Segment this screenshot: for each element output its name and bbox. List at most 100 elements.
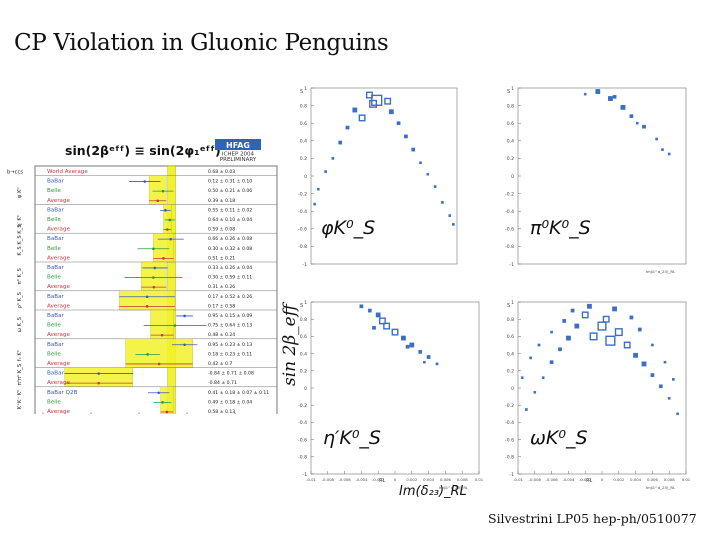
panel-x-tick-label: -0.01 [306, 477, 316, 482]
panel-x-tick-label: -0.008 [322, 477, 335, 482]
panel-y-tick-label: 0.6 [507, 121, 514, 127]
scatter-box [378, 317, 386, 325]
panel-y-tick-label: -0.2 [298, 403, 307, 409]
panel-x-corner-label: Im(δ^d_23)_RL [646, 485, 676, 490]
scatter-box [433, 185, 437, 188]
hfag-row-label: Average [47, 303, 71, 309]
panel-x-tick-label: 0 [394, 477, 397, 482]
hfag-row-value: 0.42 ± 0.7 [208, 361, 232, 367]
scatter-box [586, 303, 592, 309]
scatter-box [641, 361, 647, 367]
panel-x-tick-label: 0 [601, 477, 604, 482]
panel-y-tick-label: 0.8 [300, 103, 307, 109]
hfag-point [146, 353, 149, 356]
scatter-box [338, 140, 343, 145]
panel-x-tick-label: 0.006 [440, 477, 451, 482]
hfag-row-value: 0.66 ± 0.26 ± 0.08 [208, 236, 252, 242]
hfag-row-label: BaBar [47, 236, 65, 242]
scatter-box [605, 335, 616, 346]
panel-x-tick-label: -0.002 [579, 477, 592, 482]
hfag-row-value: 0.17 ± 0.58 [208, 303, 235, 309]
panel-y-tick-label: 0.6 [507, 334, 514, 340]
hfag-row-label: BaBar [47, 265, 65, 271]
scatter-box [383, 322, 391, 330]
hfag-row-value: 0.59 ± 0.08 [208, 227, 235, 233]
hfag-row-value: 0.95 ± 0.23 ± 0.13 [208, 342, 252, 348]
panel-y-corner-label: S [507, 303, 510, 309]
panel-y-tick-label: -0.8 [505, 244, 514, 250]
scatter-box [565, 335, 571, 341]
panel-pi0-ks: 1 0.8 0.6 0.4 0.2 0 -0.2 -0.4 -0.6 -0.8 -1 Im(δ^d_2… [505, 86, 687, 274]
panels-ylabel: sin 2β_eff [280, 301, 300, 386]
scatter-box [372, 325, 376, 330]
slide-footer: Silvestrini LP05 hep-ph/0510077 [488, 511, 697, 526]
scatter-box [562, 319, 567, 323]
hfag-group-label: η′ K⁰ [17, 215, 23, 227]
panel-y-tick-label: -0.4 [298, 420, 307, 426]
scatter-box [423, 360, 426, 364]
hfag-row-label: Average [47, 361, 71, 367]
scatter-box [384, 97, 392, 105]
panel-x-tick-label: -0.002 [372, 477, 385, 482]
hfag-point [157, 391, 160, 395]
panel-y-tick-label: 0.2 [300, 156, 307, 162]
hfag-point [160, 333, 164, 337]
panel-frame [310, 301, 480, 475]
panel-y-tick-label: 0 [304, 386, 307, 392]
panel-x-tick-label: 0.008 [664, 477, 675, 482]
scatter-box [614, 328, 623, 337]
scatter-box [525, 408, 528, 411]
panel-y-tick-label: -0.8 [298, 244, 307, 250]
panel-x-tick-label: 0.01 [475, 477, 484, 482]
scatter-box [405, 344, 410, 349]
slide-title: CP Violation in Gluonic Penguins [14, 30, 389, 56]
panel-x-tick-label: -0.004 [562, 477, 575, 482]
panel-x-tick-label: -0.006 [545, 477, 558, 482]
hfag-row-value: 0.17 ± 0.52 ± 0.26 [208, 294, 252, 300]
hfag-row-value: -0.84 ± 0.71 [208, 380, 237, 386]
scatter-box [313, 202, 316, 206]
hfag-row-value: 0.31 ± 0.26 [208, 284, 235, 290]
scatter-box [637, 327, 642, 332]
hfag-row-label: BaBar [47, 179, 65, 185]
hfag-row-value: 0.18 ± 0.23 ± 0.11 [208, 351, 252, 357]
panel-y-tick-label: -0.2 [505, 403, 514, 409]
hfag-plot-area: φ K⁰ η′ K⁰K_S K_S K_S π⁰ K_S ρ⁰ K_S ω K_S f₀ … [7, 165, 278, 414]
panel-y-tick-label: -1 [509, 262, 514, 268]
scatter-box [597, 321, 607, 331]
scatter-box [570, 308, 575, 313]
hfag-group-label: ρ⁰ K_S [17, 292, 23, 308]
panel-x-corner-label: Im(δ^d_23)_RL [439, 485, 469, 490]
scatter-box [672, 378, 675, 381]
hfag-point [162, 257, 165, 260]
scatter-box [359, 304, 364, 309]
scatter-box [345, 125, 350, 130]
scatter-box [375, 312, 381, 318]
scatter-box [411, 147, 416, 152]
scatter-box [651, 343, 654, 347]
hfag-row-label: Belle [47, 246, 61, 252]
hfag-row-value: 0.68 ± 0.03 [208, 169, 235, 175]
hfag-figure: sin(2βᵉᶠᶠ) ≡ sin(2φ₁ᵉᶠᶠ) HFAG ICHEP 2004… [5, 136, 281, 414]
panel-y-corner-label: S [300, 89, 303, 95]
panel-frame [517, 87, 687, 265]
scatter-box [583, 92, 587, 96]
hfag-row-value: 0.49 ± 0.18 ± 0.04 [208, 399, 252, 405]
scatter-box [541, 376, 545, 379]
scatter-box [331, 157, 335, 160]
scatter-box [533, 390, 537, 394]
hfag-row-label: Belle [47, 399, 61, 405]
scatter-box [602, 315, 610, 323]
hfag-point [156, 199, 160, 203]
scatter-box [623, 341, 631, 349]
hfag-row-label: Belle [47, 351, 61, 357]
hfag-point [152, 285, 156, 289]
panel-y-tick-label: 0.8 [507, 103, 514, 109]
hfag-point [152, 247, 155, 251]
panel-y-tick-label: -0.8 [505, 455, 514, 461]
hfag-row-value: 0.30 ± 0.32 ± 0.08 [208, 246, 252, 252]
hfag-row-label: BaBar [47, 294, 65, 300]
scatter-box [676, 412, 679, 416]
scatter-box [537, 343, 541, 347]
